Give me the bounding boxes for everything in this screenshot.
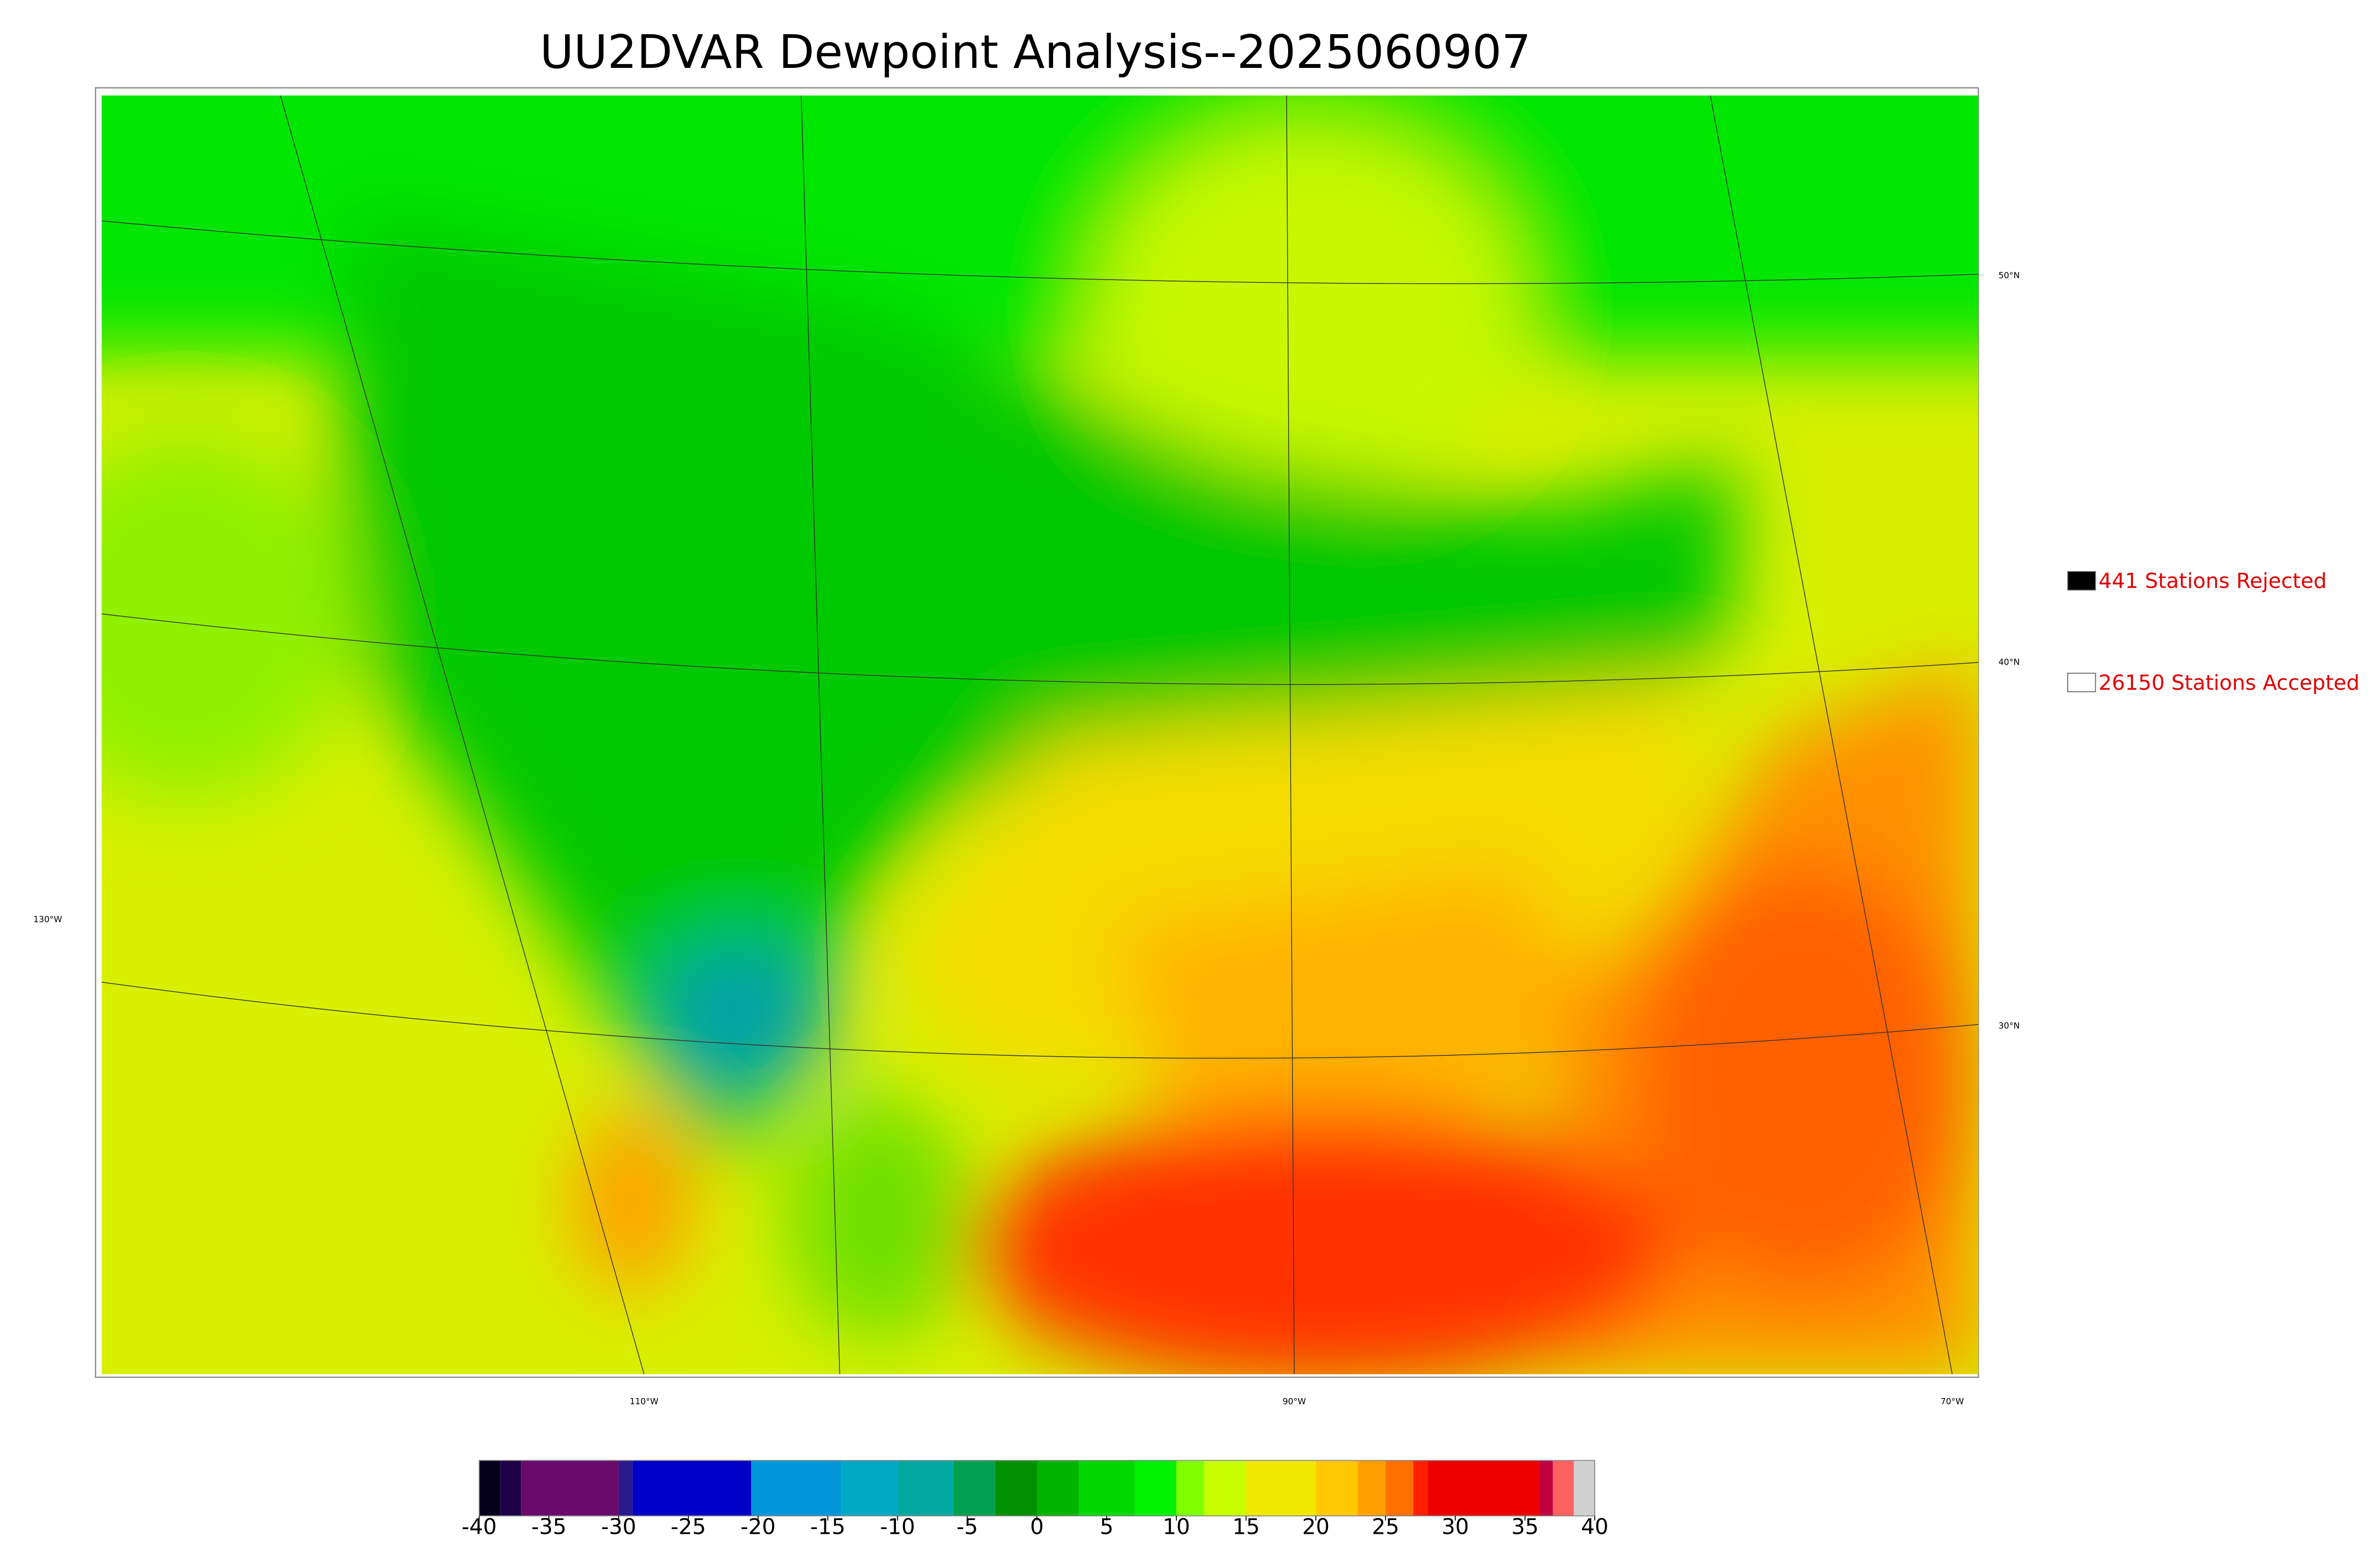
legend-swatch bbox=[2067, 571, 2096, 591]
colorbar-segment bbox=[841, 1460, 898, 1516]
station-legend: 441 Stations Rejected 26150 Stations Acce… bbox=[2067, 569, 2360, 695]
colorbar-segment bbox=[1539, 1460, 1553, 1516]
colorbar-segment bbox=[953, 1460, 995, 1516]
lat-label: 30°N bbox=[1998, 1021, 2020, 1031]
colorbar-tick-label: -15 bbox=[810, 1514, 845, 1540]
legend-swatch bbox=[2067, 673, 2096, 693]
colorbar-segment bbox=[632, 1460, 751, 1516]
colorbar-segment bbox=[1134, 1460, 1177, 1516]
colorbar: -40 -35 -30 -25 -20 -15 -10 -5 0 5 10 15 20 25 30 35 40 bbox=[462, 1460, 1609, 1540]
colorbar-segment bbox=[521, 1460, 619, 1516]
colorbar-tick-label: -25 bbox=[671, 1514, 706, 1540]
lon-label: 70°W bbox=[1941, 1397, 1964, 1407]
lat-label: 50°N bbox=[1998, 271, 2020, 281]
colorbar-segment bbox=[479, 1460, 500, 1516]
colorbar-segment bbox=[618, 1460, 633, 1516]
graticule bbox=[102, 95, 1978, 1374]
colorbar-tick-label: -30 bbox=[601, 1514, 636, 1540]
colorbar-tick-label: 30 bbox=[1441, 1514, 1469, 1540]
colorbar-segment bbox=[1316, 1460, 1358, 1516]
lon-label: 130°W bbox=[33, 914, 62, 924]
colorbar-segment bbox=[500, 1460, 521, 1516]
legend-label: 26150 Stations Accepted bbox=[2099, 671, 2360, 695]
colorbar-segment bbox=[1385, 1460, 1413, 1516]
colorbar-tick-label: 40 bbox=[1581, 1514, 1609, 1540]
colorbar-tick-label: 5 bbox=[1100, 1514, 1113, 1540]
colorbar-tick-label: 0 bbox=[1030, 1514, 1044, 1540]
colorbar-tick-label: -40 bbox=[462, 1514, 497, 1540]
colorbar-tick-label: 20 bbox=[1302, 1514, 1329, 1540]
colorbar-segment bbox=[751, 1460, 842, 1516]
colorbar-segment bbox=[1176, 1460, 1205, 1516]
lon-label: 110°W bbox=[630, 1397, 659, 1407]
colorbar-segment bbox=[1204, 1460, 1246, 1516]
lon-label: 90°W bbox=[1282, 1397, 1306, 1407]
colorbar-segment bbox=[1079, 1460, 1135, 1516]
colorbar-segment bbox=[1036, 1460, 1079, 1516]
colorbar-tick-label: 35 bbox=[1511, 1514, 1539, 1540]
lat-label: 40°N bbox=[1998, 657, 2020, 667]
colorbar-tick-label: -35 bbox=[531, 1514, 566, 1540]
colorbar-tick-label: 10 bbox=[1163, 1514, 1190, 1540]
colorbar-segment bbox=[995, 1460, 1037, 1516]
colorbar-segment bbox=[1553, 1460, 1574, 1516]
map-title: UU2DVAR Dewpoint Analysis--2025060907 bbox=[540, 25, 1531, 79]
colorbar-tick-label: -5 bbox=[957, 1514, 978, 1540]
graticule-labels: 50°N 40°N 30°N 130°W 110°W 90°W 70°W bbox=[33, 271, 2020, 1407]
colorbar-segment bbox=[1246, 1460, 1316, 1516]
colorbar-tick-label: -20 bbox=[741, 1514, 776, 1540]
colorbar-tick-label: -10 bbox=[880, 1514, 915, 1540]
colorbar-segment bbox=[1573, 1460, 1595, 1516]
colorbar-segment bbox=[1357, 1460, 1386, 1516]
map bbox=[102, 95, 1978, 1374]
legend-label: 441 Stations Rejected bbox=[2099, 569, 2327, 593]
colorbar-tick-label: 15 bbox=[1233, 1514, 1260, 1540]
colorbar-segment bbox=[897, 1460, 953, 1516]
colorbar-segment bbox=[1427, 1460, 1539, 1516]
colorbar-segment bbox=[1413, 1460, 1428, 1516]
colorbar-tick-label: 25 bbox=[1372, 1514, 1399, 1540]
